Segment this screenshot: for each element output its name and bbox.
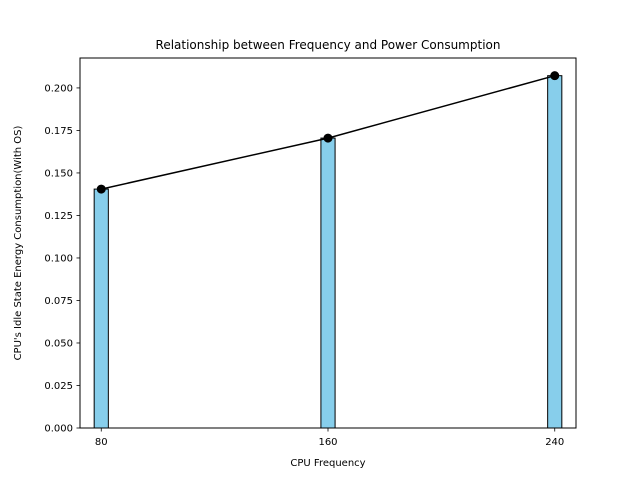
x-tick-label: 240 [545, 437, 564, 448]
x-tick-label: 160 [318, 437, 337, 448]
bar-240 [547, 75, 563, 429]
x-tick-label: 80 [95, 437, 108, 448]
bar-80 [93, 188, 109, 429]
data-point-80 [96, 184, 106, 194]
plot-frame [79, 57, 577, 429]
y-tick-label: 0.125 [44, 211, 73, 222]
data-point-160 [323, 133, 333, 143]
y-tick-label: 0.000 [44, 424, 73, 435]
y-tick-label: 0.200 [44, 83, 73, 94]
line-layer [96, 71, 560, 194]
bars-group [93, 75, 563, 429]
y-tick-label: 0.175 [44, 126, 73, 137]
y-tick-label: 0.025 [44, 381, 73, 392]
x-axis-ticks: 80 160 240 [95, 428, 564, 448]
y-axis-ticks: 0.000 0.025 0.050 0.075 0.100 0.125 0.150 0.175… [44, 83, 80, 435]
y-tick-label: 0.100 [44, 253, 73, 264]
chart-title: Relationship between Frequency and Power… [156, 38, 501, 52]
bar-160 [320, 137, 336, 429]
y-tick-label: 0.150 [44, 168, 73, 179]
y-tick-label: 0.075 [44, 296, 73, 307]
data-point-240 [550, 71, 560, 81]
x-axis-label: CPU Frequency [290, 458, 365, 469]
y-tick-label: 0.050 [44, 338, 73, 349]
y-axis-label: CPU's Idle State Energy Consumption(With… [13, 125, 24, 360]
